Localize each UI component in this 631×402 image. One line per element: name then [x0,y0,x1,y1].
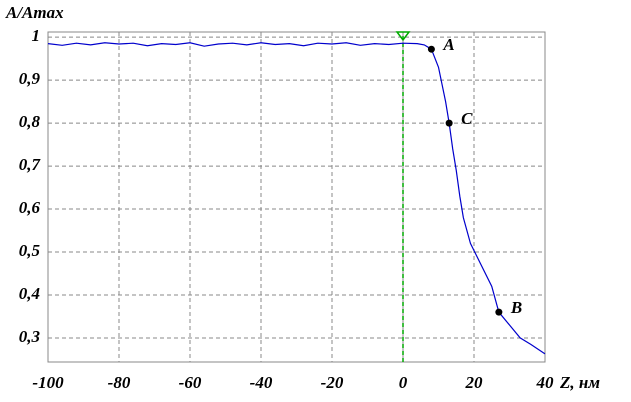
y-tick-label: 1 [32,26,41,45]
point-label: B [510,298,522,317]
x-tick-label: -20 [321,373,344,392]
y-tick-label: 0,7 [19,155,42,174]
x-tick-label: -60 [179,373,202,392]
point-label: C [461,109,473,128]
plot-frame [47,31,546,363]
y-tick-label: 0,5 [19,241,41,260]
y-tick-label: 0,9 [19,69,41,88]
x-tick-label: -40 [250,373,273,392]
point-marker [427,45,435,53]
x-tick-label: 20 [465,373,484,392]
y-tick-label: 0,8 [19,112,41,131]
x-tick-label: 0 [399,373,408,392]
point-label: A [442,35,454,54]
data-line [47,42,546,355]
x-axis-label: Z, нм [559,373,600,392]
point-marker [445,119,453,127]
y-tick-label: 0,6 [19,198,41,217]
x-tick-label: 40 [536,373,555,392]
y-tick-label: 0,4 [19,284,40,303]
x-tick-label: -80 [108,373,131,392]
zero-marker-arrow [395,31,411,42]
x-tick-label: -100 [32,373,64,392]
point-marker [495,308,503,316]
y-axis-label: A/Amax [5,3,64,22]
y-tick-label: 0,3 [19,327,41,346]
